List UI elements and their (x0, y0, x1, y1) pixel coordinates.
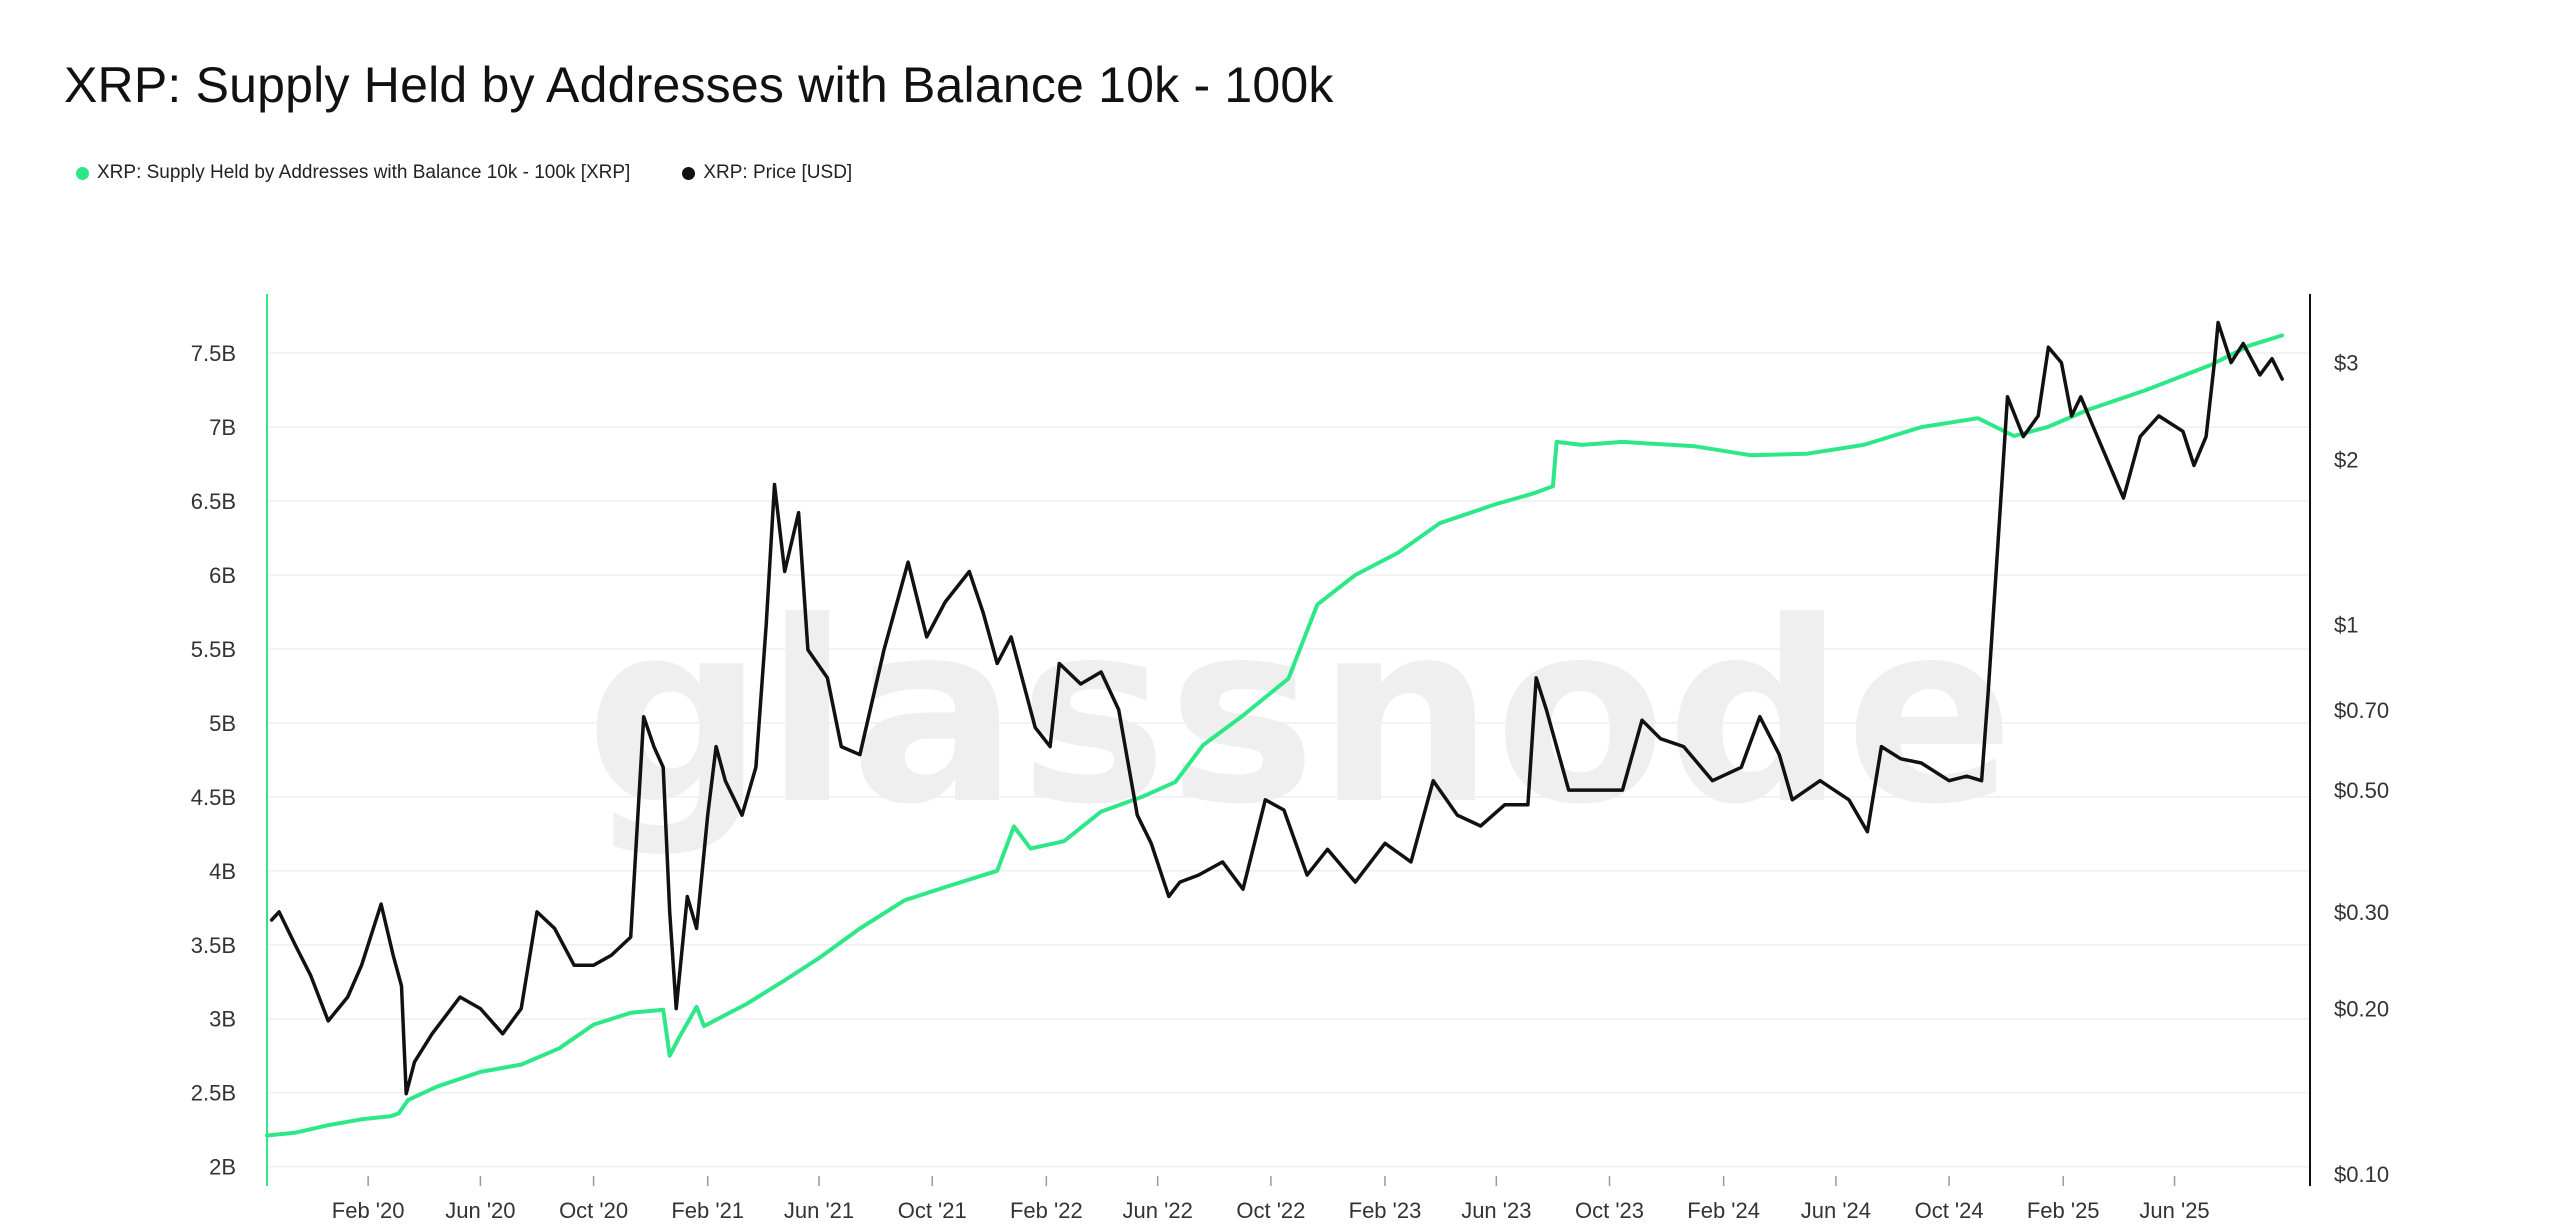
chart-title: XRP: Supply Held by Addresses with Balan… (64, 57, 1334, 113)
left-tick-label: 4B (209, 859, 236, 884)
right-tick-label: $2 (2334, 447, 2358, 472)
x-tick-label: Feb '22 (1010, 1198, 1083, 1223)
right-tick-label: $1 (2334, 613, 2358, 638)
x-tick-label: Oct '20 (559, 1198, 628, 1223)
left-tick-label: 4.5B (191, 785, 236, 810)
x-tick-label: Jun '22 (1123, 1198, 1193, 1223)
series-line-price (269, 320, 2284, 1096)
right-tick-label: $0.20 (2334, 997, 2389, 1022)
series-layer (265, 320, 2285, 1138)
x-tick-label: Jun '23 (1461, 1198, 1531, 1223)
left-tick-label: 5B (209, 711, 236, 736)
left-tick-label: 7.5B (191, 341, 236, 366)
left-tick-label: 3B (209, 1007, 236, 1032)
x-tick-label: Feb '21 (671, 1198, 744, 1223)
legend-item-price[interactable]: XRP: Price [USD] (682, 162, 852, 184)
left-tick-label: 6B (209, 563, 236, 588)
x-tick-label: Oct '24 (1915, 1198, 1984, 1223)
x-tick-label: Feb '25 (2027, 1198, 2100, 1223)
legend-dot-supply (76, 166, 89, 180)
series-line-supply (265, 333, 2285, 1138)
right-tick-label: $3 (2334, 351, 2358, 376)
x-tick-label: Oct '21 (898, 1198, 967, 1223)
x-tick-label: Jun '25 (2139, 1198, 2209, 1223)
x-axis-ticks: Feb '20 Jun '20 Oct '20 Feb '21 Jun '21 Oct '… (332, 1176, 2210, 1223)
watermark-logo: glassnode (585, 568, 2014, 859)
x-tick-label: Feb '20 (332, 1198, 405, 1223)
legend-dot-price (682, 166, 696, 180)
legend-item-supply[interactable]: XRP: Supply Held by Addresses with Balan… (76, 162, 630, 184)
left-tick-label: 6.5B (191, 489, 236, 514)
left-tick-label: 2B (209, 1155, 236, 1180)
x-tick-label: Jun '20 (445, 1198, 515, 1223)
left-axis-ticks: 2B 2.5B 3B 3.5B 4B 4.5B 5B 5.5B 6B 6.5B 7B 7.5B (191, 341, 236, 1179)
right-tick-label: $0.30 (2334, 900, 2389, 925)
x-tick-label: Feb '23 (1349, 1198, 1422, 1223)
right-axis-ticks: $0.10 $0.20 $0.30 $0.50 $0.70 $1 $2 $3 (2334, 351, 2389, 1187)
x-tick-label: Oct '23 (1575, 1198, 1644, 1223)
left-tick-label: 7B (209, 415, 236, 440)
legend-label-price: XRP: Price [USD] (703, 162, 853, 183)
x-tick-label: Oct '22 (1236, 1198, 1305, 1223)
left-tick-label: 3.5B (191, 933, 236, 958)
x-tick-label: Jun '21 (784, 1198, 854, 1223)
left-tick-label: 5.5B (191, 637, 236, 662)
legend-label-supply: XRP: Supply Held by Addresses with Balan… (97, 162, 631, 183)
right-tick-label: $0.70 (2334, 698, 2389, 723)
x-tick-label: Feb '24 (1687, 1198, 1760, 1223)
x-tick-label: Jun '24 (1801, 1198, 1871, 1223)
right-tick-label: $0.50 (2334, 778, 2389, 803)
left-tick-label: 2.5B (191, 1081, 236, 1106)
chart-legend: XRP: Supply Held by Addresses with Balan… (76, 162, 852, 184)
right-tick-label: $0.10 (2334, 1162, 2389, 1187)
grid-lines (267, 352, 2310, 1168)
